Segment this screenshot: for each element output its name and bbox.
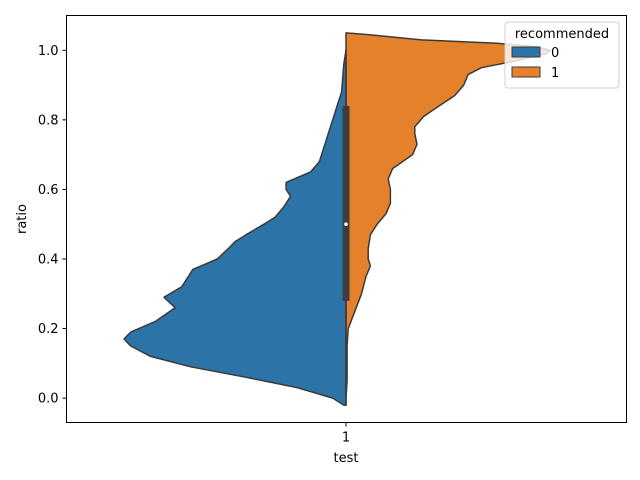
violin-half-1 [345, 32, 551, 406]
legend-swatch-0 [511, 46, 541, 58]
y-tick-label-3: 0.6 [38, 183, 59, 198]
violin-half-0 [123, 49, 347, 406]
median-dot [344, 222, 348, 227]
y-axis-label: ratio [15, 204, 30, 234]
legend-swatch-1 [511, 66, 541, 78]
y-tick-label-2: 0.4 [38, 253, 59, 268]
x-axis: 1 [342, 422, 350, 446]
y-axis: 0.0 0.2 0.4 0.6 0.8 1.0 [38, 44, 67, 407]
inner-box [342, 105, 350, 301]
legend-title: recommended [515, 27, 609, 42]
legend-label-0: 0 [551, 46, 559, 61]
y-tick-label-4: 0.8 [38, 113, 59, 128]
x-tick-label-0: 1 [342, 431, 350, 446]
y-tick-label-0: 0.0 [38, 392, 59, 407]
x-axis-label: test [334, 451, 359, 466]
legend: recommended 0 1 [504, 21, 620, 89]
violins-layer [123, 32, 551, 406]
y-tick-label-5: 1.0 [38, 44, 59, 59]
inner-box-layer [342, 50, 350, 399]
y-tick-label-1: 0.2 [38, 322, 59, 337]
legend-label-1: 1 [551, 66, 559, 81]
